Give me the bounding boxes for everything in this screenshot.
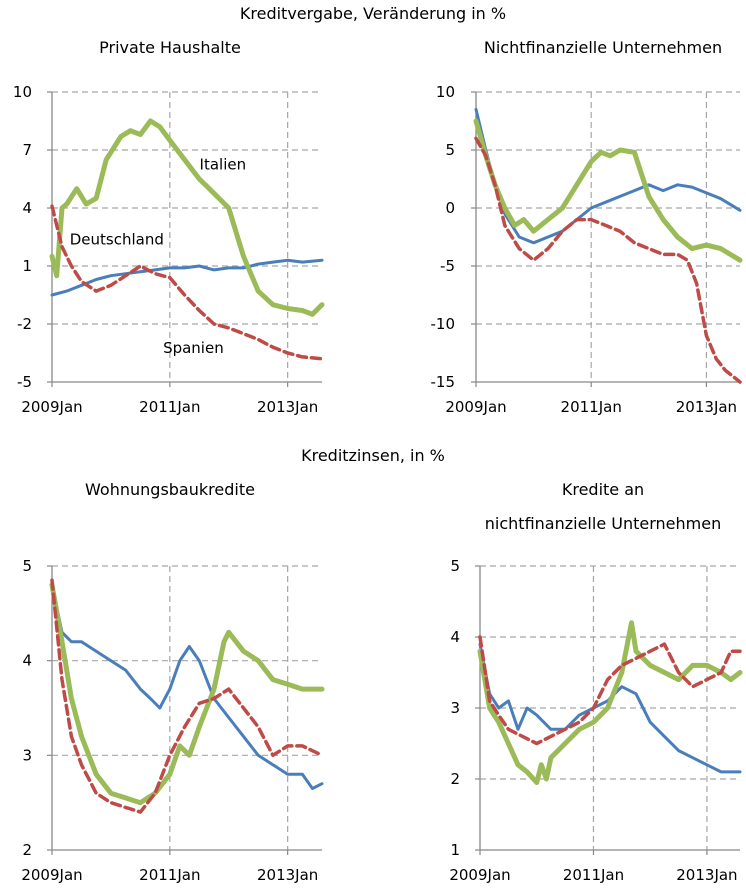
- series-line-italien: [473, 118, 743, 263]
- chart-title-nichtfinanzielle-unternehmen: Nichtfinanzielle Unternehmen: [483, 38, 723, 57]
- x-tick-label: 2013Jan: [257, 866, 318, 884]
- x-tick-label: 2013Jan: [676, 866, 737, 884]
- series-line-deutschland: [50, 583, 324, 790]
- series-line-italien: [49, 118, 325, 317]
- chart-title-nichtfinanzielle-unternehmen-2: nichtfinanzielle Unternehmen: [484, 514, 722, 533]
- y-tick-label: 2: [22, 841, 32, 859]
- y-tick-label: 1: [450, 841, 460, 859]
- annotation-label-spanien: Spanien: [163, 339, 224, 357]
- y-tick-label: 5: [445, 141, 455, 159]
- series-line-spanien: [50, 578, 324, 814]
- series-line-deutschland: [474, 107, 742, 245]
- y-tick-label: -15: [431, 373, 456, 391]
- series-line-italien: [477, 620, 743, 785]
- y-tick-label: 5: [22, 557, 32, 575]
- x-tick-label: 2009Jan: [445, 398, 506, 416]
- y-tick-label: -10: [431, 315, 456, 333]
- y-tick-label: 10: [13, 83, 32, 101]
- y-tick-label: -2: [17, 315, 32, 333]
- x-tick-label: 2011Jan: [139, 398, 200, 416]
- x-tick-label: 2009Jan: [21, 398, 82, 416]
- annotation-label-deutschland: Deutschland: [70, 231, 164, 249]
- series-line-deutschland: [50, 258, 324, 297]
- x-tick-label: 2011Jan: [563, 866, 624, 884]
- x-tick-label: 2009Jan: [21, 866, 82, 884]
- y-tick-label: 3: [450, 699, 460, 717]
- y-tick-label: 7: [22, 141, 32, 159]
- x-tick-label: 2013Jan: [257, 398, 318, 416]
- x-tick-label: 2013Jan: [676, 398, 737, 416]
- y-tick-label: -5: [440, 257, 455, 275]
- chart-title-wohnungsbaukredite: Wohnungsbaukredite: [85, 480, 255, 499]
- x-tick-label: 2011Jan: [561, 398, 622, 416]
- y-tick-label: 4: [22, 652, 32, 670]
- x-tick-label: 2011Jan: [139, 866, 200, 884]
- section-title-kreditzinsen: Kreditzinsen, in %: [301, 446, 445, 465]
- y-tick-label: 4: [450, 628, 460, 646]
- chart-title-kredite-an: Kredite an: [561, 480, 645, 499]
- y-tick-label: 1: [22, 257, 32, 275]
- section-title-kreditvergabe: Kreditvergabe, Veränderung in %: [239, 4, 507, 23]
- series-line-italien: [49, 582, 325, 806]
- series-line-spanien: [474, 136, 742, 384]
- x-tick-label: 2009Jan: [449, 866, 510, 884]
- annotation-label-italien: Italien: [200, 155, 247, 173]
- y-tick-label: 10: [436, 83, 455, 101]
- y-tick-label: 4: [22, 199, 32, 217]
- chart-title-private-haushalte: Private Haushalte: [99, 38, 241, 57]
- y-tick-label: 5: [450, 557, 460, 575]
- series-line-spanien: [50, 204, 324, 361]
- series-line-spanien: [478, 635, 742, 746]
- y-tick-label: 0: [445, 199, 455, 217]
- y-tick-label: -5: [17, 373, 32, 391]
- y-tick-label: 2: [450, 770, 460, 788]
- y-tick-label: 3: [22, 746, 32, 764]
